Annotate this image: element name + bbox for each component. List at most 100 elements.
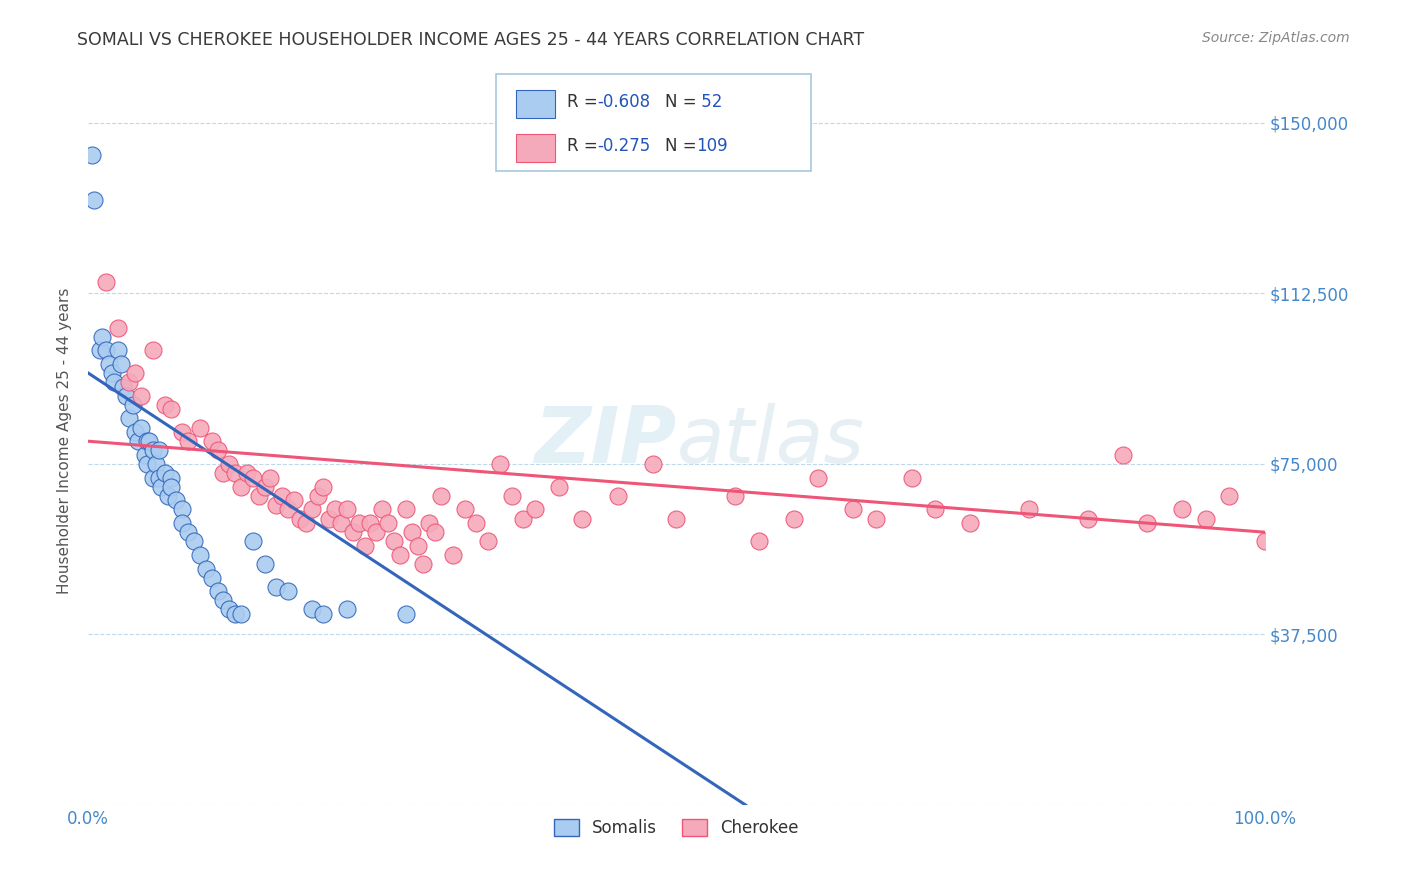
Point (253, 480, 276, 494)
Point (229, 480, 252, 494)
Point (865, 511, 887, 525)
Point (512, 511, 534, 525)
Point (465, 516, 488, 530)
Point (114, 389, 136, 403)
Point (259, 470, 281, 484)
Text: ZIP: ZIP (534, 403, 676, 479)
Point (412, 557, 434, 571)
Point (183, 534, 205, 549)
Point (347, 516, 370, 530)
Point (91, 329, 114, 343)
Point (330, 516, 353, 530)
Point (129, 389, 152, 403)
Point (453, 502, 475, 516)
Text: atlas: atlas (676, 403, 865, 479)
Point (153, 466, 176, 480)
Point (571, 511, 593, 525)
Point (271, 489, 294, 503)
Point (430, 489, 453, 503)
Point (134, 448, 156, 462)
Text: -0.275: -0.275 (598, 137, 651, 155)
Point (127, 434, 149, 449)
Point (301, 602, 323, 616)
Point (159, 470, 181, 484)
Point (148, 443, 170, 458)
Point (212, 466, 235, 480)
Point (382, 534, 405, 549)
Legend: Somalis, Cherokee: Somalis, Cherokee (547, 813, 806, 844)
Text: 109: 109 (696, 137, 727, 155)
Point (336, 602, 359, 616)
Point (177, 434, 200, 449)
Point (80, 147, 103, 161)
Point (501, 489, 523, 503)
Point (121, 398, 143, 412)
Point (107, 320, 129, 334)
Point (294, 516, 316, 530)
Point (172, 425, 194, 439)
Point (157, 489, 180, 503)
Point (247, 489, 270, 503)
Point (100, 366, 122, 380)
Point (242, 470, 264, 484)
Point (94, 275, 117, 289)
Point (150, 480, 173, 494)
Point (94, 343, 117, 358)
Point (103, 375, 125, 389)
Point (425, 525, 447, 540)
Text: N =: N = (665, 93, 702, 111)
Point (107, 343, 129, 358)
Point (606, 489, 628, 503)
Point (118, 411, 141, 425)
Point (283, 493, 305, 508)
Point (318, 511, 340, 525)
Point (524, 502, 547, 516)
Point (145, 457, 167, 471)
Point (153, 398, 176, 412)
Point (218, 457, 240, 471)
Point (1171, 502, 1194, 516)
Point (224, 466, 246, 480)
Point (1195, 511, 1218, 525)
Point (395, 607, 418, 621)
Point (218, 602, 240, 616)
Point (266, 498, 288, 512)
Point (1018, 502, 1040, 516)
Point (1253, 534, 1275, 549)
Point (159, 480, 181, 494)
Point (136, 457, 159, 471)
Point (118, 375, 141, 389)
Text: N =: N = (665, 137, 702, 155)
Point (277, 584, 299, 599)
Point (360, 516, 382, 530)
Point (266, 580, 288, 594)
Point (277, 502, 299, 516)
Point (477, 534, 499, 549)
Point (142, 343, 165, 358)
Point (388, 548, 411, 562)
Point (194, 561, 217, 575)
Point (312, 607, 335, 621)
Point (900, 470, 922, 484)
Point (377, 516, 399, 530)
Point (342, 525, 364, 540)
Point (323, 502, 346, 516)
Point (83, 193, 105, 207)
Point (1077, 511, 1099, 525)
Point (366, 525, 388, 540)
Point (748, 534, 770, 549)
Point (165, 493, 187, 508)
Point (148, 470, 170, 484)
Point (188, 420, 211, 434)
Point (172, 502, 194, 516)
Point (547, 480, 569, 494)
Point (307, 489, 329, 503)
Point (142, 470, 165, 484)
Point (783, 511, 806, 525)
Text: 52: 52 (696, 93, 723, 111)
Point (959, 516, 981, 530)
Text: -0.608: -0.608 (598, 93, 651, 111)
Point (142, 443, 165, 458)
Point (112, 379, 135, 393)
Point (242, 534, 264, 549)
